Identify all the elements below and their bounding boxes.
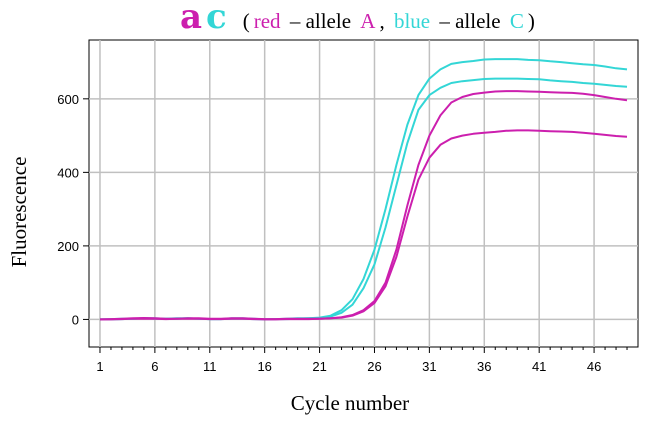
title-red-word: red [254, 9, 281, 33]
y-tick-label: 200 [57, 239, 79, 254]
x-tick-label: 6 [151, 359, 158, 374]
x-tick-label: 31 [422, 359, 436, 374]
x-tick-label: 36 [477, 359, 491, 374]
y-tick-label: 600 [57, 92, 79, 107]
plot-area [88, 39, 639, 348]
x-tick-label: 21 [312, 359, 326, 374]
x-tick-label: 26 [367, 359, 381, 374]
x-axis-label: Cycle number [291, 391, 409, 415]
title-dash-1: – allele [285, 9, 357, 33]
title-close-paren: ) [528, 9, 535, 33]
x-tick-label: 1 [96, 359, 103, 374]
title-blue-word: blue [394, 9, 430, 33]
title-comma: , [379, 9, 390, 33]
title-letter-c: c [206, 0, 227, 37]
chart-title: a c ( red – allele A , blue – allele C ) [180, 0, 535, 37]
x-tick-label: 46 [587, 359, 601, 374]
y-axis-label: Fluorescence [7, 157, 31, 268]
series-line-allele-a-4 [100, 129, 628, 321]
y-tick-label: 0 [72, 312, 79, 327]
title-allele-c: C [510, 9, 524, 33]
x-tick-label: 16 [257, 359, 271, 374]
title-open-paren: ( [243, 9, 250, 33]
x-tick-label: 41 [532, 359, 546, 374]
series-lines [99, 58, 628, 321]
x-tick-label: 11 [203, 359, 217, 374]
title-letter-a: a [180, 0, 202, 37]
y-tick-label: 400 [57, 165, 79, 180]
title-allele-a: A [360, 9, 376, 33]
title-dash-2: – allele [434, 9, 506, 33]
